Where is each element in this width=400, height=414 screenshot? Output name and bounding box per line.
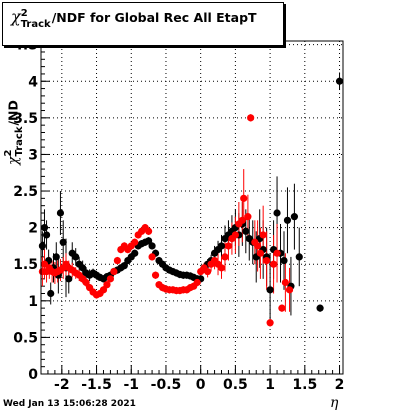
y-tick-labels: 00.511.522.533.544.5 <box>13 38 38 383</box>
data-point <box>151 271 160 279</box>
data-point <box>38 242 46 250</box>
timestamp: Wed Jan 13 15:06:28 2021 <box>3 399 136 409</box>
data-point <box>273 249 281 257</box>
x-tick-label: -0.5 <box>151 377 182 393</box>
data-point <box>295 253 303 261</box>
y-tick-label: 2.5 <box>13 184 38 200</box>
y-tick-label: 1.5 <box>13 257 38 273</box>
data-point <box>283 216 292 224</box>
data-point <box>240 194 248 202</box>
y-axis-label: χ 2 Track/ND <box>3 45 25 165</box>
data-point <box>120 262 128 270</box>
data-point <box>42 231 51 239</box>
chart-title-box: χ 2 Track/NDF for Global Rec All EtapT <box>2 2 284 46</box>
axis-ticks <box>41 44 341 375</box>
data-point <box>65 275 73 283</box>
data-point <box>335 77 344 85</box>
data-point <box>148 253 156 261</box>
data-point <box>56 209 65 217</box>
plot-area <box>41 41 343 374</box>
data-point <box>145 227 153 235</box>
data-point <box>256 249 264 257</box>
data-point <box>110 267 118 276</box>
data-point <box>266 286 274 294</box>
data-point <box>290 213 299 221</box>
y-label-prefix: χ <box>5 156 22 165</box>
data-point <box>40 224 49 232</box>
data-point <box>278 304 286 312</box>
data-point <box>131 238 139 246</box>
y-tick-label: 2 <box>28 221 38 237</box>
title-prefix: χ <box>11 7 21 26</box>
chart-title: χ 2 Track/NDF for Global Rec All EtapT <box>11 7 257 30</box>
data-point <box>254 242 262 250</box>
data-point <box>204 267 212 276</box>
data-point <box>224 242 233 250</box>
data-point <box>217 264 226 272</box>
title-sub: Track <box>20 18 51 30</box>
data-point <box>273 209 281 217</box>
title-sup: 2 <box>20 7 28 19</box>
data-point <box>263 256 271 265</box>
y-tick-label: 3.5 <box>13 111 38 127</box>
y-tick-label: 4 <box>28 74 38 90</box>
data-point <box>231 231 239 239</box>
y-label-suffix: /ND <box>5 100 21 126</box>
x-tick-label: 1.5 <box>292 377 317 393</box>
x-tick-labels: -2 -1.5 -1 -0.5 0 0.5 1 1.5 2 <box>54 377 344 393</box>
x-tick-label: -1 <box>123 377 139 393</box>
data-point <box>242 227 250 235</box>
data-point <box>281 278 289 287</box>
data-point <box>238 216 246 224</box>
x-tick-label: 1 <box>265 377 275 393</box>
data-point <box>72 253 80 261</box>
data-point <box>247 114 255 122</box>
data-point <box>106 275 115 283</box>
x-tick-label: -2 <box>54 377 70 393</box>
data-point <box>193 278 201 287</box>
data-points <box>38 77 344 327</box>
data-point <box>148 242 156 250</box>
title-suffix: /NDF for Global Rec All EtapT <box>51 10 257 25</box>
data-point <box>221 253 229 261</box>
data-point <box>244 213 252 221</box>
data-point <box>99 286 108 294</box>
x-axis-label: η <box>330 395 339 411</box>
data-point <box>259 231 267 239</box>
data-point <box>285 286 294 294</box>
data-point <box>217 242 226 250</box>
data-point <box>79 264 87 272</box>
y-tick-label: 0 <box>28 367 38 383</box>
y-tick-label: 1 <box>28 294 38 310</box>
data-point <box>266 319 274 327</box>
y-label-sup: 2 <box>3 149 14 157</box>
data-point <box>316 304 324 312</box>
y-tick-label: 0.5 <box>13 330 38 346</box>
data-point <box>131 249 139 257</box>
data-point <box>280 256 288 265</box>
data-point <box>103 281 111 289</box>
data-point <box>145 237 153 245</box>
data-point <box>269 260 278 268</box>
data-point <box>113 256 121 265</box>
x-tick-label: 0.5 <box>223 377 248 393</box>
data-point <box>82 278 90 287</box>
data-point <box>52 253 60 261</box>
data-point <box>59 238 67 246</box>
y-label-sub: Track <box>14 126 25 157</box>
x-tick-label: 0 <box>196 377 206 393</box>
data-point <box>47 289 55 298</box>
x-tick-label: -1.5 <box>81 377 112 393</box>
y-tick-label: 3 <box>28 147 38 163</box>
x-tick-label: 2 <box>335 377 345 393</box>
